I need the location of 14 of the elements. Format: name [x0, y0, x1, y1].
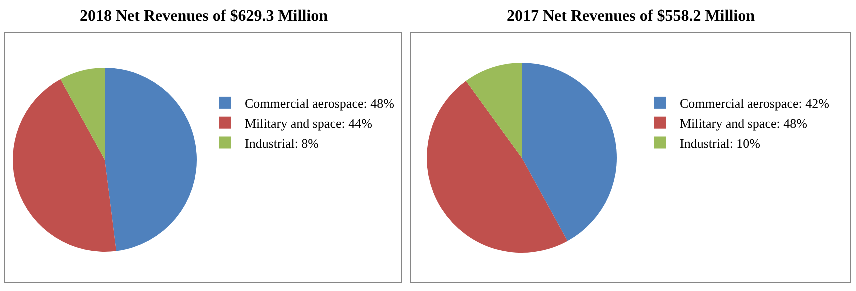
legend-label: Commercial aerospace: 48% — [245, 96, 395, 112]
legend-label: Industrial: 10% — [680, 136, 761, 151]
legend-label: Industrial: 8% — [245, 136, 320, 151]
pie-slice — [105, 68, 197, 252]
chart-title: 2017 Net Revenues of $558.2 Million — [507, 8, 756, 25]
legend-label: Military and space: 48% — [680, 116, 808, 131]
pie-slice — [60, 68, 105, 160]
pie-slice — [13, 79, 117, 252]
legend-label: Commercial aerospace: 42% — [680, 96, 830, 112]
chart-title: 2018 Net Revenues of $629.3 Million — [80, 8, 328, 25]
pie-slice — [522, 63, 617, 242]
pie-slice — [427, 81, 568, 253]
legend-label: Military and space: 44% — [245, 116, 373, 131]
pie-slice — [466, 63, 522, 158]
